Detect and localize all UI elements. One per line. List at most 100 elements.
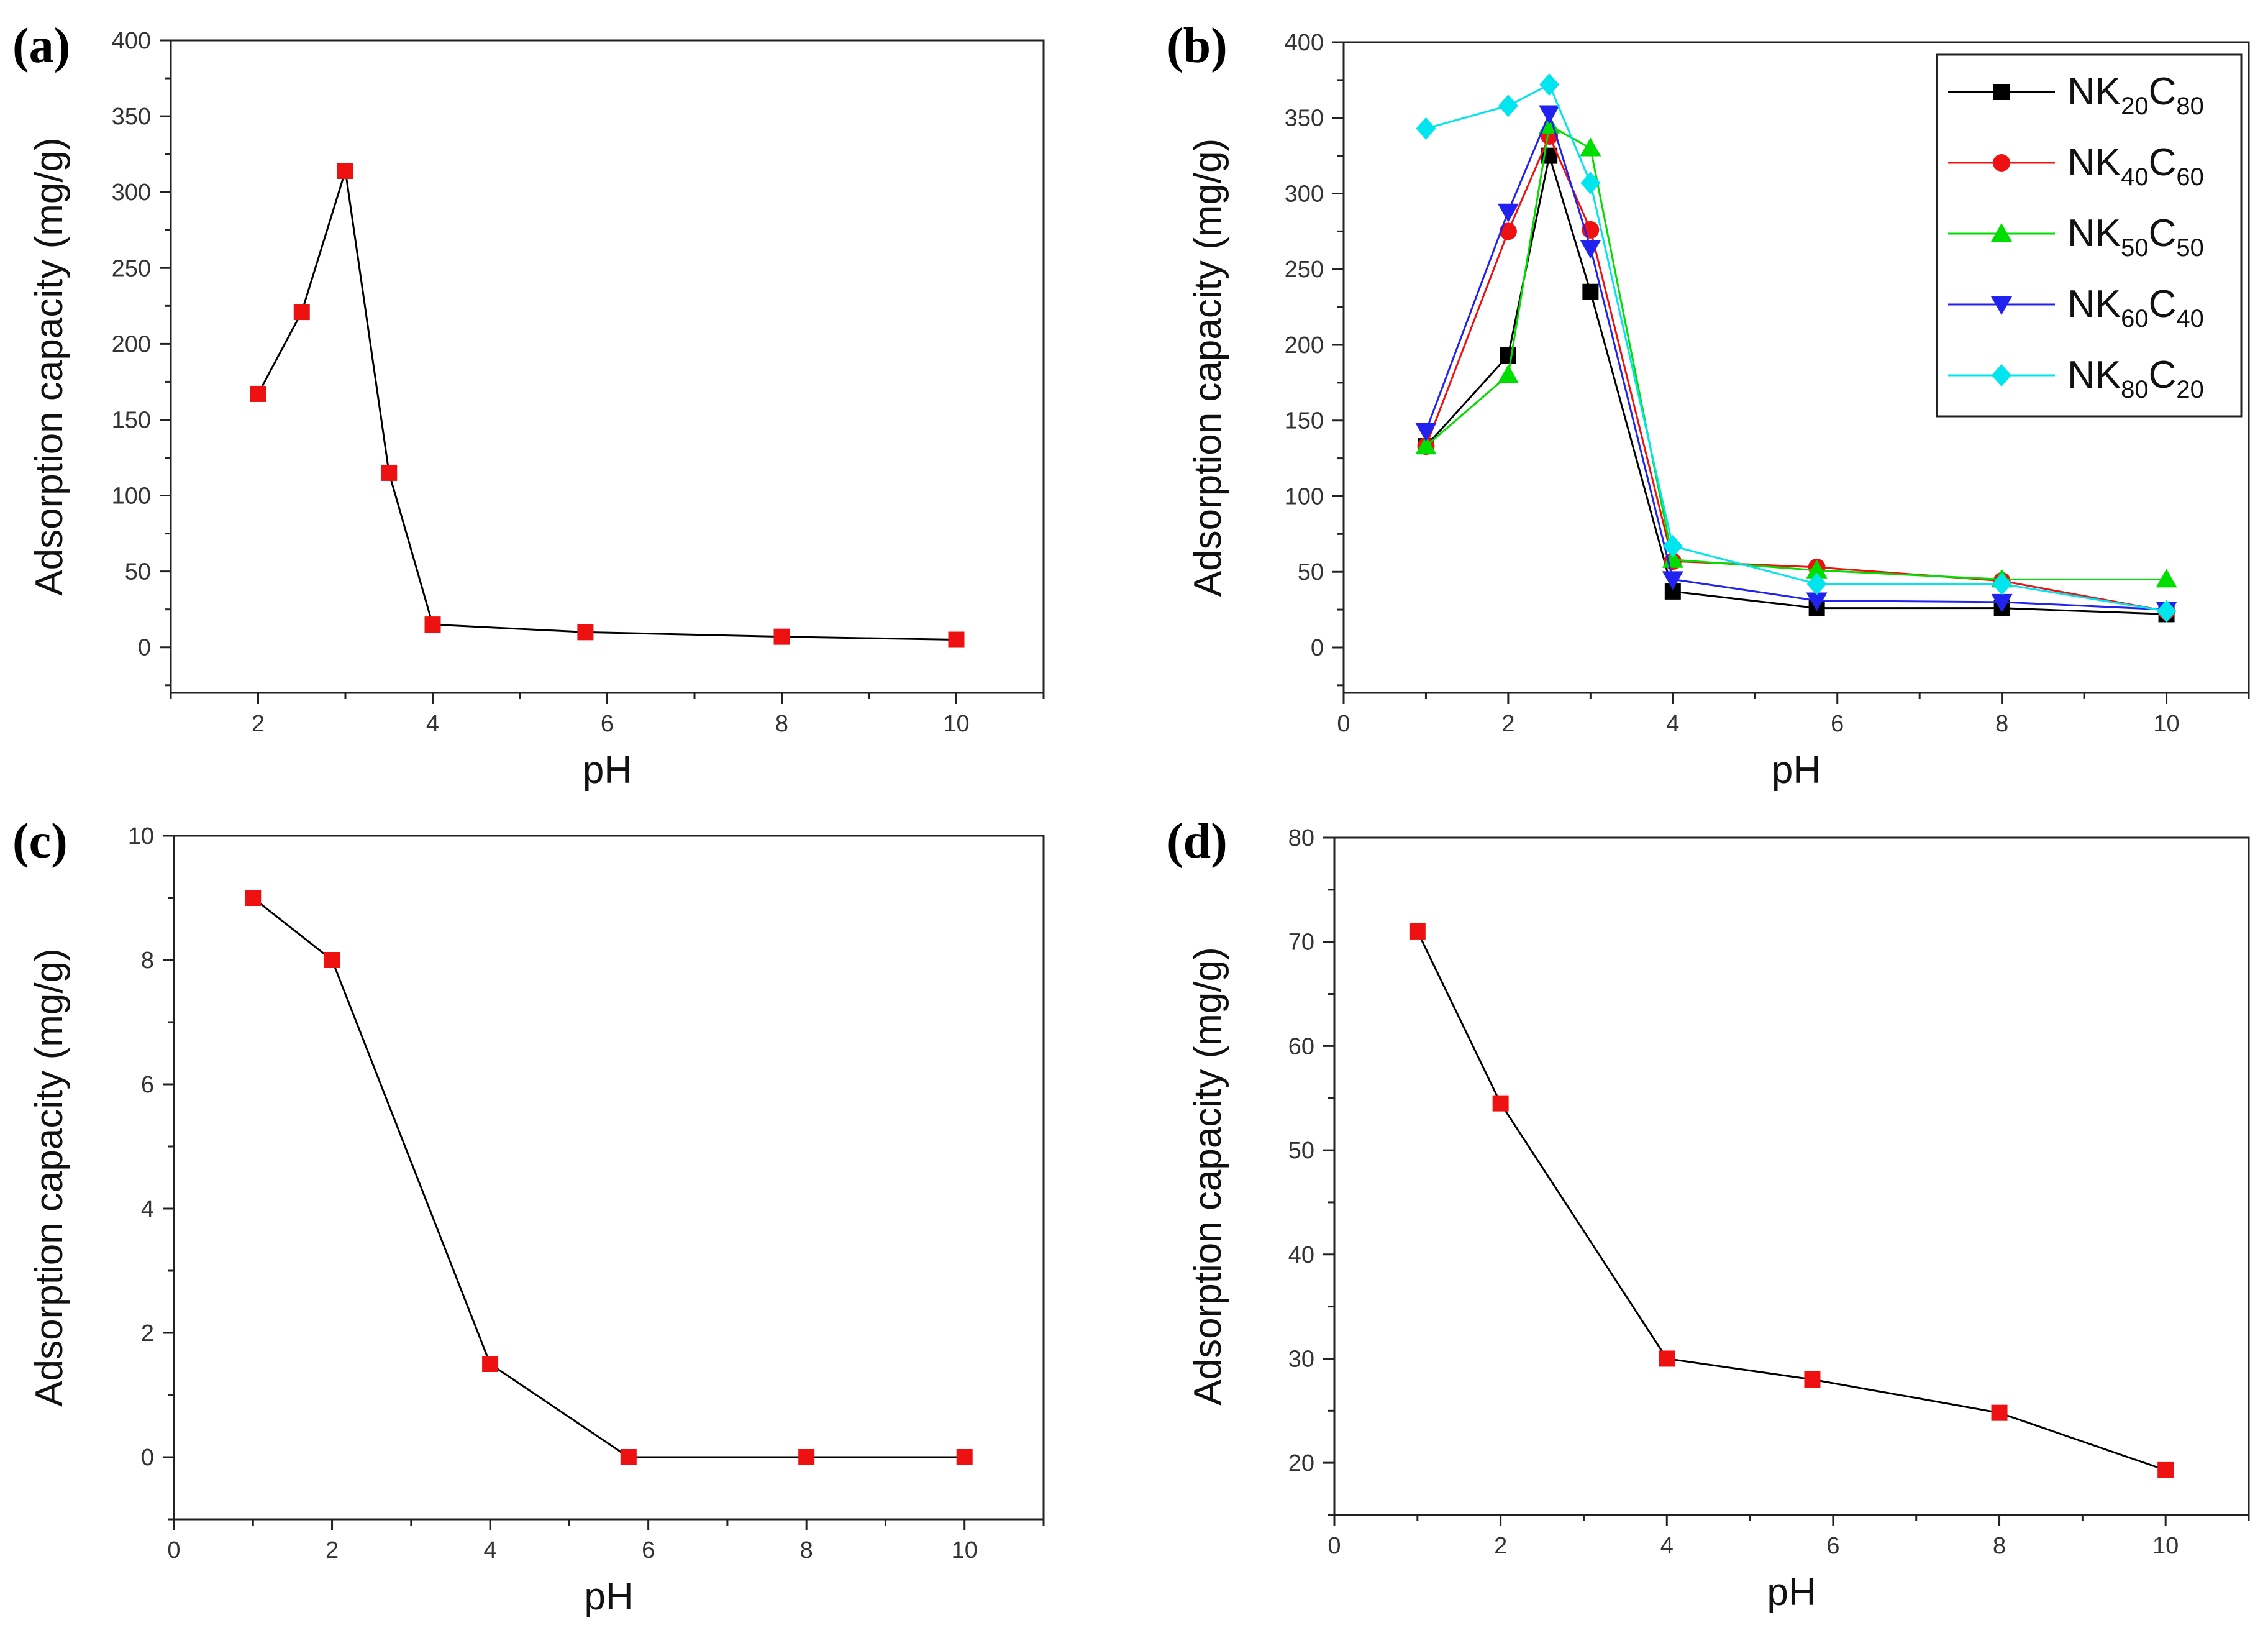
x-tick-label: 8 xyxy=(775,711,788,737)
data-point xyxy=(798,1449,815,1465)
data-point xyxy=(1659,1350,1675,1367)
legend-marker xyxy=(1993,84,2010,100)
data-point xyxy=(337,163,353,179)
data-point xyxy=(2157,1461,2174,1478)
data-point xyxy=(1806,559,1828,579)
x-tick-label: 2 xyxy=(1501,711,1514,737)
data-point xyxy=(1492,1095,1509,1112)
data-point xyxy=(245,890,262,906)
series-line xyxy=(257,170,957,641)
panel-c: (c) 0 2 4 6 8 10 0 2 4 6 8 10 pH Adsorption capacity (… xyxy=(12,814,1045,1618)
data-point xyxy=(1804,1371,1821,1388)
data-point xyxy=(1539,73,1560,96)
legend-marker xyxy=(1991,223,2012,242)
x-tick-label: 4 xyxy=(484,1537,497,1563)
data-point xyxy=(577,624,594,641)
data-point xyxy=(773,628,790,645)
y-axis-title: Adsorption capacity (mg/g) xyxy=(28,137,71,595)
x-tick-label: 10 xyxy=(943,711,969,737)
series-line xyxy=(252,897,965,1458)
panel-d: (d) 0 2 4 6 8 10 20 30 40 50 60 70 80 pH Adsorption cap… xyxy=(1167,814,2250,1614)
panel-label: (d) xyxy=(1167,814,1227,869)
series-NK60C40 xyxy=(1415,105,2177,621)
x-tick-label: 4 xyxy=(426,711,439,737)
data-point xyxy=(1409,923,1426,940)
data-point xyxy=(1991,1404,2008,1421)
y-tick-label: 0 xyxy=(138,635,151,661)
series-0 xyxy=(245,890,973,1465)
data-point xyxy=(1539,105,1560,124)
x-tick-label: 6 xyxy=(601,711,614,737)
series-line xyxy=(1425,124,2167,580)
x-tick-label: 10 xyxy=(952,1537,978,1563)
x-axis-title: pH xyxy=(1767,1571,1816,1614)
y-tick-label: 10 xyxy=(128,823,154,849)
y-tick-label: 50 xyxy=(1298,559,1324,585)
x-tick-label: 8 xyxy=(800,1537,813,1563)
data-point xyxy=(1806,592,1828,611)
x-axis-title: pH xyxy=(584,1575,633,1618)
y-tick-label: 2 xyxy=(141,1320,154,1347)
legend: NK20C80 NK40C60 NK50C50 NK60C40 NK80C20 xyxy=(1936,53,2243,418)
x-tick-label: 0 xyxy=(1328,1533,1341,1559)
data-point xyxy=(948,631,965,648)
panel-label: (c) xyxy=(12,814,68,869)
y-tick-label: 60 xyxy=(1288,1033,1314,1059)
data-point xyxy=(381,464,398,481)
y-tick-label: 20 xyxy=(1288,1450,1314,1476)
data-point xyxy=(1499,222,1517,240)
x-tick-label: 4 xyxy=(1660,1533,1674,1559)
series-0 xyxy=(250,163,965,648)
y-tick-label: 200 xyxy=(1285,332,1324,359)
plot-frame xyxy=(173,835,1045,1521)
y-tick-label: 6 xyxy=(141,1072,154,1098)
plot-frame xyxy=(1342,41,2250,694)
panel-a: (a)2 4 6 8 10050100150200250300350400pHAdsor… xyxy=(12,19,1045,792)
data-point xyxy=(424,616,441,633)
x-tick-label: 8 xyxy=(1995,711,2008,737)
series-line xyxy=(1425,155,2167,615)
data-point xyxy=(1662,534,1683,557)
y-tick-label: 400 xyxy=(1285,30,1324,56)
x-tick-label: 2 xyxy=(252,711,265,737)
data-point xyxy=(1992,572,2012,595)
x-axis-title: pH xyxy=(583,749,632,792)
x-tick-label: 0 xyxy=(167,1537,180,1563)
x-tick-label: 2 xyxy=(1494,1533,1507,1559)
x-tick-label: 0 xyxy=(1337,711,1350,737)
legend-entry-label: NK40C60 xyxy=(2067,141,2204,191)
legend-box xyxy=(1936,53,2243,418)
y-tick-label: 50 xyxy=(1288,1138,1314,1164)
y-tick-label: 8 xyxy=(141,948,154,974)
data-point xyxy=(1498,94,1518,117)
y-tick-label: 100 xyxy=(1285,483,1324,510)
legend-entry-label: NK60C40 xyxy=(2067,283,2204,332)
series-NK50C50 xyxy=(1415,114,2177,588)
data-point xyxy=(293,304,310,321)
x-axis-title: pH xyxy=(1772,749,1821,792)
series-0 xyxy=(1409,923,2174,1478)
y-tick-label: 350 xyxy=(112,104,151,130)
plot-frame xyxy=(1333,836,2250,1516)
plot-frame xyxy=(170,39,1045,694)
y-tick-label: 400 xyxy=(112,28,151,54)
data-point xyxy=(1582,283,1599,300)
data-point xyxy=(1991,593,2013,613)
legend-entry-label: NK50C50 xyxy=(2067,212,2204,262)
data-point xyxy=(1662,549,1683,568)
data-point xyxy=(956,1449,973,1465)
y-tick-label: 150 xyxy=(112,407,151,433)
legend-marker xyxy=(1993,154,2010,172)
x-tick-label: 6 xyxy=(642,1537,655,1563)
y-tick-label: 250 xyxy=(112,255,151,281)
y-tick-label: 100 xyxy=(112,483,151,510)
series-NK80C20 xyxy=(1416,73,2177,623)
data-point xyxy=(1497,203,1519,222)
y-tick-label: 0 xyxy=(141,1445,154,1471)
y-tick-label: 200 xyxy=(112,331,151,357)
legend-marker xyxy=(1991,296,2012,315)
y-tick-label: 40 xyxy=(1288,1242,1314,1268)
data-point xyxy=(1415,423,1437,442)
x-tick-label: 2 xyxy=(326,1537,339,1563)
